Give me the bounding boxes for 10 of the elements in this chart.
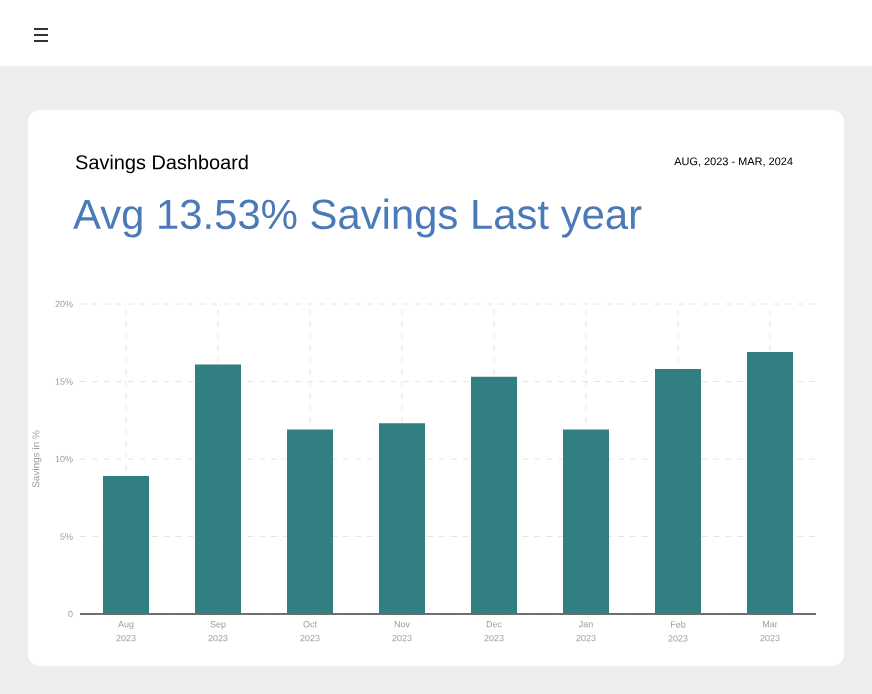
bar <box>287 429 334 614</box>
bar <box>563 429 610 614</box>
bar <box>103 476 150 614</box>
chart-title: Savings Dashboard <box>75 154 248 174</box>
bar <box>471 376 518 614</box>
bar <box>747 352 793 614</box>
chart-subtitle: Avg 13.53% Savings Last year <box>73 198 642 238</box>
bar <box>379 423 426 614</box>
bar <box>655 369 701 614</box>
bar <box>195 364 242 614</box>
